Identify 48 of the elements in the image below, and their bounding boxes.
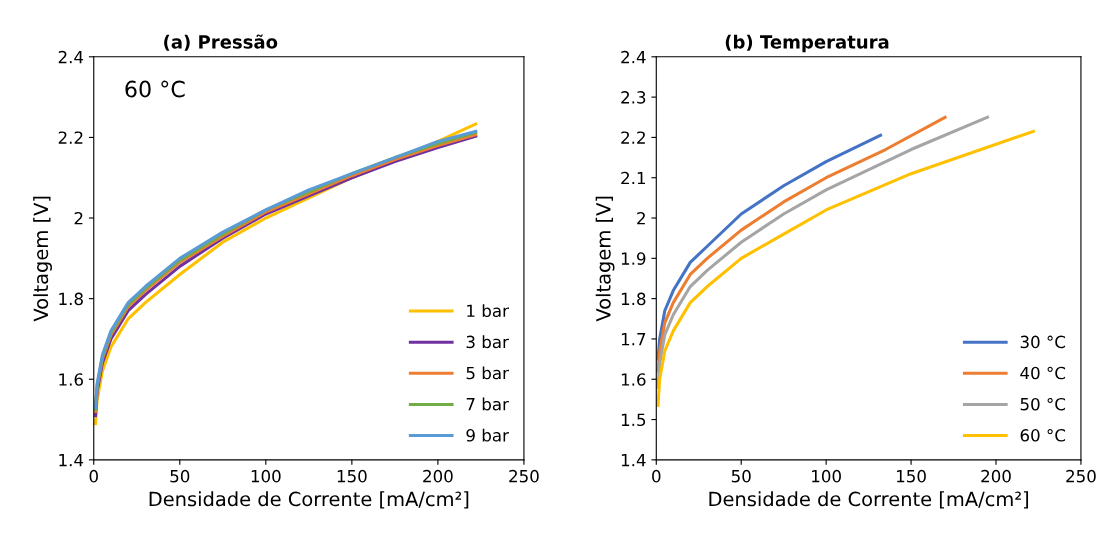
- legend-label: 7 bar: [466, 397, 509, 411]
- line-series: [656, 115, 947, 373]
- y-tick-label: 1.5: [621, 413, 646, 427]
- x-tick-label: 50: [170, 469, 190, 483]
- y-tick-label: 1.6: [621, 373, 646, 386]
- chart-title: (a) Pressão: [164, 34, 278, 51]
- x-tick-label: 200: [981, 469, 1011, 483]
- x-axis-title: Densidade de Corrente [mA/cm²]: [709, 491, 1029, 509]
- y-tick-label: 1.8: [621, 292, 646, 306]
- x-tick-label: 250: [509, 469, 539, 483]
- y-tick-label: 2.3: [621, 91, 646, 104]
- x-tick-label: 250: [1066, 469, 1096, 483]
- line-series: [656, 133, 883, 361]
- annotation: 60 °C: [125, 80, 185, 98]
- y-tick-label: 2.2: [58, 131, 83, 144]
- line-series: [656, 115, 990, 389]
- y-tick-label: 2: [74, 211, 83, 225]
- legend-label: 1 bar: [467, 304, 509, 318]
- legend-label: 3 bar: [466, 335, 509, 349]
- x-tick-label: 0: [652, 469, 661, 483]
- y-tick-label: 1.9: [621, 252, 646, 265]
- legend-label: 9 bar: [466, 428, 509, 442]
- legend-label: 5 bar: [466, 366, 509, 380]
- y-tick-label: 2.4: [58, 50, 84, 64]
- y-tick-label: 1.7: [621, 333, 646, 346]
- x-tick-label: 100: [251, 469, 281, 483]
- y-axis-title: Voltagem [V]: [33, 196, 52, 322]
- legend-label: 40 °C: [1020, 366, 1066, 380]
- y-tick-label: 1.4: [621, 454, 646, 467]
- x-tick-label: 150: [897, 469, 926, 483]
- legend-label: 50 °C: [1020, 397, 1066, 411]
- y-tick-label: 2: [637, 211, 645, 225]
- y-tick-label: 1.8: [59, 292, 83, 306]
- x-tick-label: 100: [812, 469, 841, 483]
- chart-title: (b) Temperatura: [725, 34, 889, 53]
- y-axis-title: Voltagem [V]: [595, 196, 615, 322]
- y-tick-label: 2.2: [621, 131, 645, 144]
- x-tick-label: 200: [423, 469, 453, 483]
- x-tick-label: 0: [89, 469, 98, 483]
- y-tick-label: 1.4: [59, 454, 84, 467]
- y-tick-label: 2.1: [621, 171, 646, 185]
- legend-label: 30 °C: [1020, 335, 1066, 349]
- y-tick-label: 2.4: [621, 50, 646, 64]
- x-axis-title: Densidade de Corrente [mA/cm²]: [149, 491, 469, 509]
- y-tick-label: 1.6: [59, 373, 83, 386]
- x-tick-label: 50: [731, 469, 751, 483]
- x-tick-label: 150: [337, 469, 367, 483]
- legend-label: 60 °C: [1020, 429, 1066, 442]
